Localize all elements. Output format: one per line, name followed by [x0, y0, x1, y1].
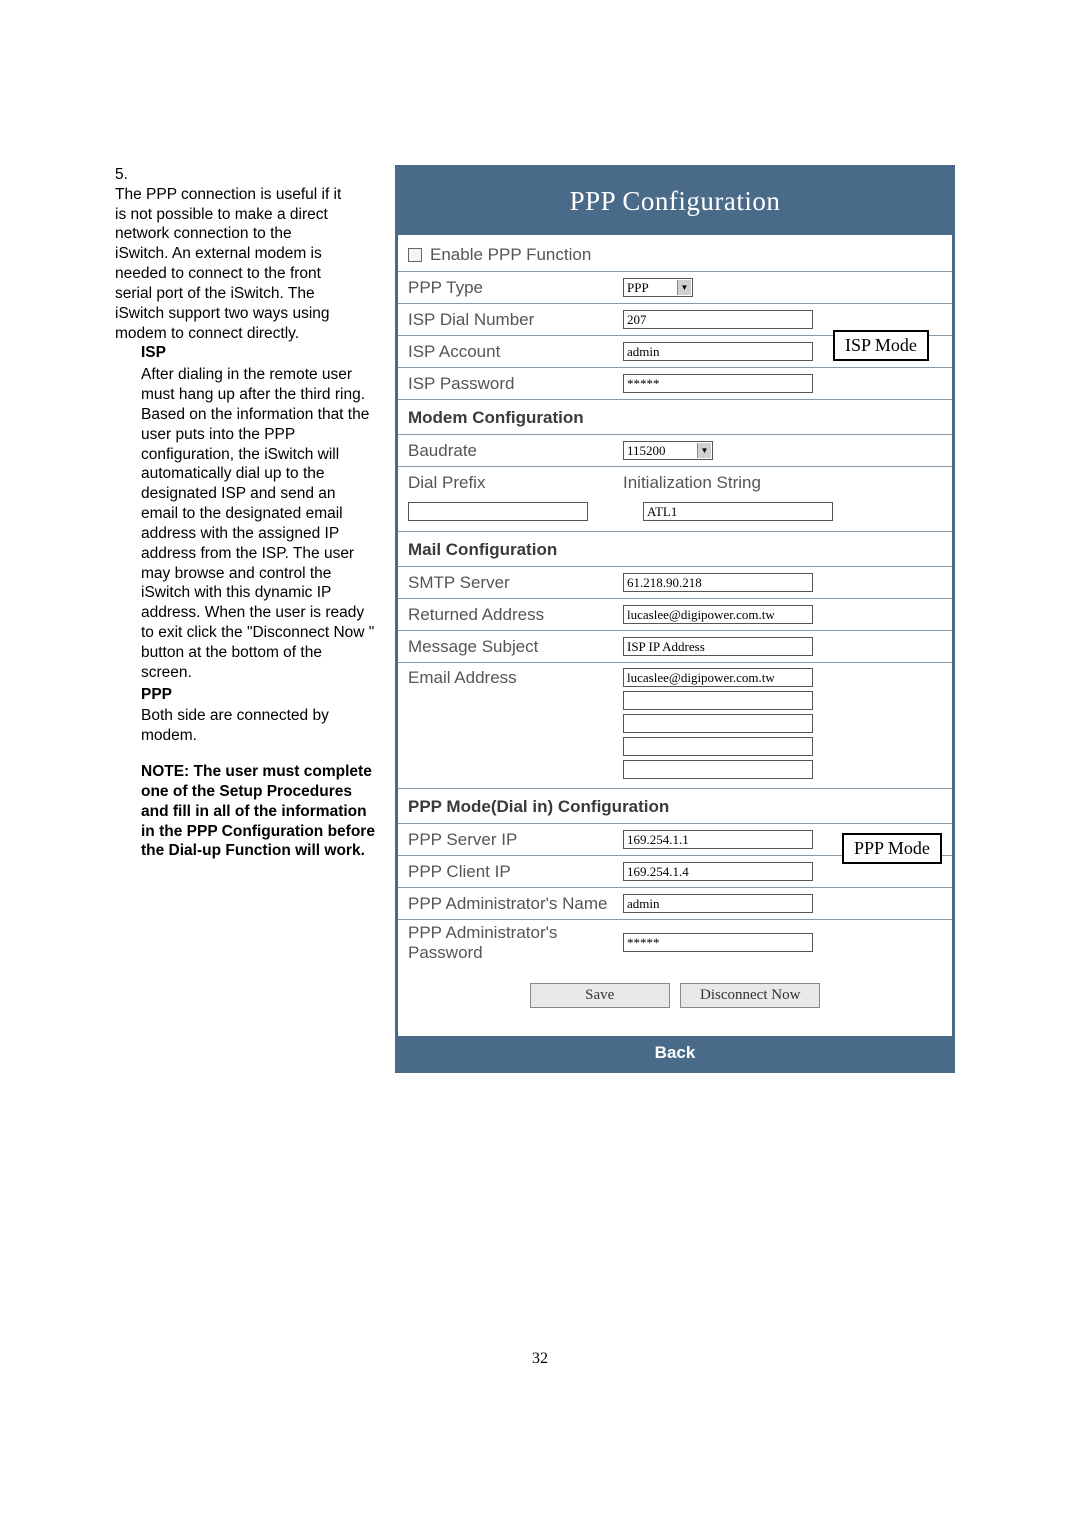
subject-label: Message Subject: [408, 637, 623, 657]
para-ppp: The PPP connection is useful if it is no…: [115, 185, 345, 344]
isp-account-label: ISP Account: [408, 342, 623, 362]
chevron-down-icon: ▼: [697, 443, 711, 458]
init-string-label: Initialization String: [623, 473, 761, 492]
admin-pass-input[interactable]: *****: [623, 933, 813, 952]
returned-addr-input[interactable]: lucaslee@digipower.com.tw: [623, 605, 813, 624]
ppp-heading: PPP: [141, 685, 375, 705]
isp-text: After dialing in the remote user must ha…: [141, 365, 375, 682]
ppp-type-select[interactable]: PPP ▼: [623, 278, 693, 297]
enable-ppp-label: Enable PPP Function: [430, 245, 591, 265]
dial-prefix-label: Dial Prefix: [408, 473, 623, 493]
client-ip-label: PPP Client IP: [408, 862, 623, 882]
admin-name-input[interactable]: admin: [623, 894, 813, 913]
isp-dial-label: ISP Dial Number: [408, 310, 623, 330]
ppp-type-label: PPP Type: [408, 278, 623, 298]
isp-password-label: ISP Password: [408, 374, 623, 394]
subject-input[interactable]: ISP IP Address: [623, 637, 813, 656]
smtp-label: SMTP Server: [408, 573, 623, 593]
dial-prefix-input[interactable]: [408, 502, 588, 521]
list-number: 5.: [115, 165, 141, 185]
ppp-mode-callout: PPP Mode: [842, 833, 942, 864]
init-string-input[interactable]: ATL1: [643, 502, 833, 521]
admin-pass-label: PPP Administrator's Password: [408, 923, 623, 962]
panel-title: PPP Configuration: [398, 168, 952, 235]
ppp-text: Both side are connected by modem.: [141, 706, 375, 746]
isp-account-input[interactable]: admin: [623, 342, 813, 361]
smtp-input[interactable]: 61.218.90.218: [623, 573, 813, 592]
isp-password-input[interactable]: *****: [623, 374, 813, 393]
page-number: 32: [0, 1350, 1080, 1368]
mail-config-header: Mail Configuration: [398, 531, 952, 566]
isp-heading: ISP: [141, 343, 375, 363]
baudrate-select[interactable]: 115200 ▼: [623, 441, 713, 460]
enable-ppp-checkbox[interactable]: [408, 248, 422, 262]
disconnect-button[interactable]: Disconnect Now: [680, 983, 820, 1008]
ppp-mode-header: PPP Mode(Dial in) Configuration: [398, 788, 952, 823]
left-text-column: 5. The PPP connection is useful if it is…: [115, 165, 375, 1073]
modem-config-header: Modem Configuration: [398, 399, 952, 434]
ppp-config-panel: PPP Configuration Enable PPP Function PP…: [395, 165, 955, 1073]
email-input-5[interactable]: [623, 760, 813, 779]
isp-dial-input[interactable]: 207: [623, 310, 813, 329]
client-ip-input[interactable]: 169.254.1.4: [623, 862, 813, 881]
email-input-3[interactable]: [623, 714, 813, 733]
chevron-down-icon: ▼: [677, 280, 691, 295]
note-text: NOTE: The user must complete one of the …: [141, 762, 375, 861]
baudrate-label: Baudrate: [408, 441, 623, 461]
admin-name-label: PPP Administrator's Name: [408, 894, 623, 914]
save-button[interactable]: Save: [530, 983, 670, 1008]
email-input-4[interactable]: [623, 737, 813, 756]
isp-mode-callout: ISP Mode: [833, 330, 929, 361]
returned-addr-label: Returned Address: [408, 605, 623, 625]
email-input-2[interactable]: [623, 691, 813, 710]
email-input-1[interactable]: lucaslee@digipower.com.tw: [623, 668, 813, 687]
back-button[interactable]: Back: [398, 1036, 952, 1070]
server-ip-label: PPP Server IP: [408, 830, 623, 850]
server-ip-input[interactable]: 169.254.1.1: [623, 830, 813, 849]
email-addr-label: Email Address: [408, 668, 623, 688]
